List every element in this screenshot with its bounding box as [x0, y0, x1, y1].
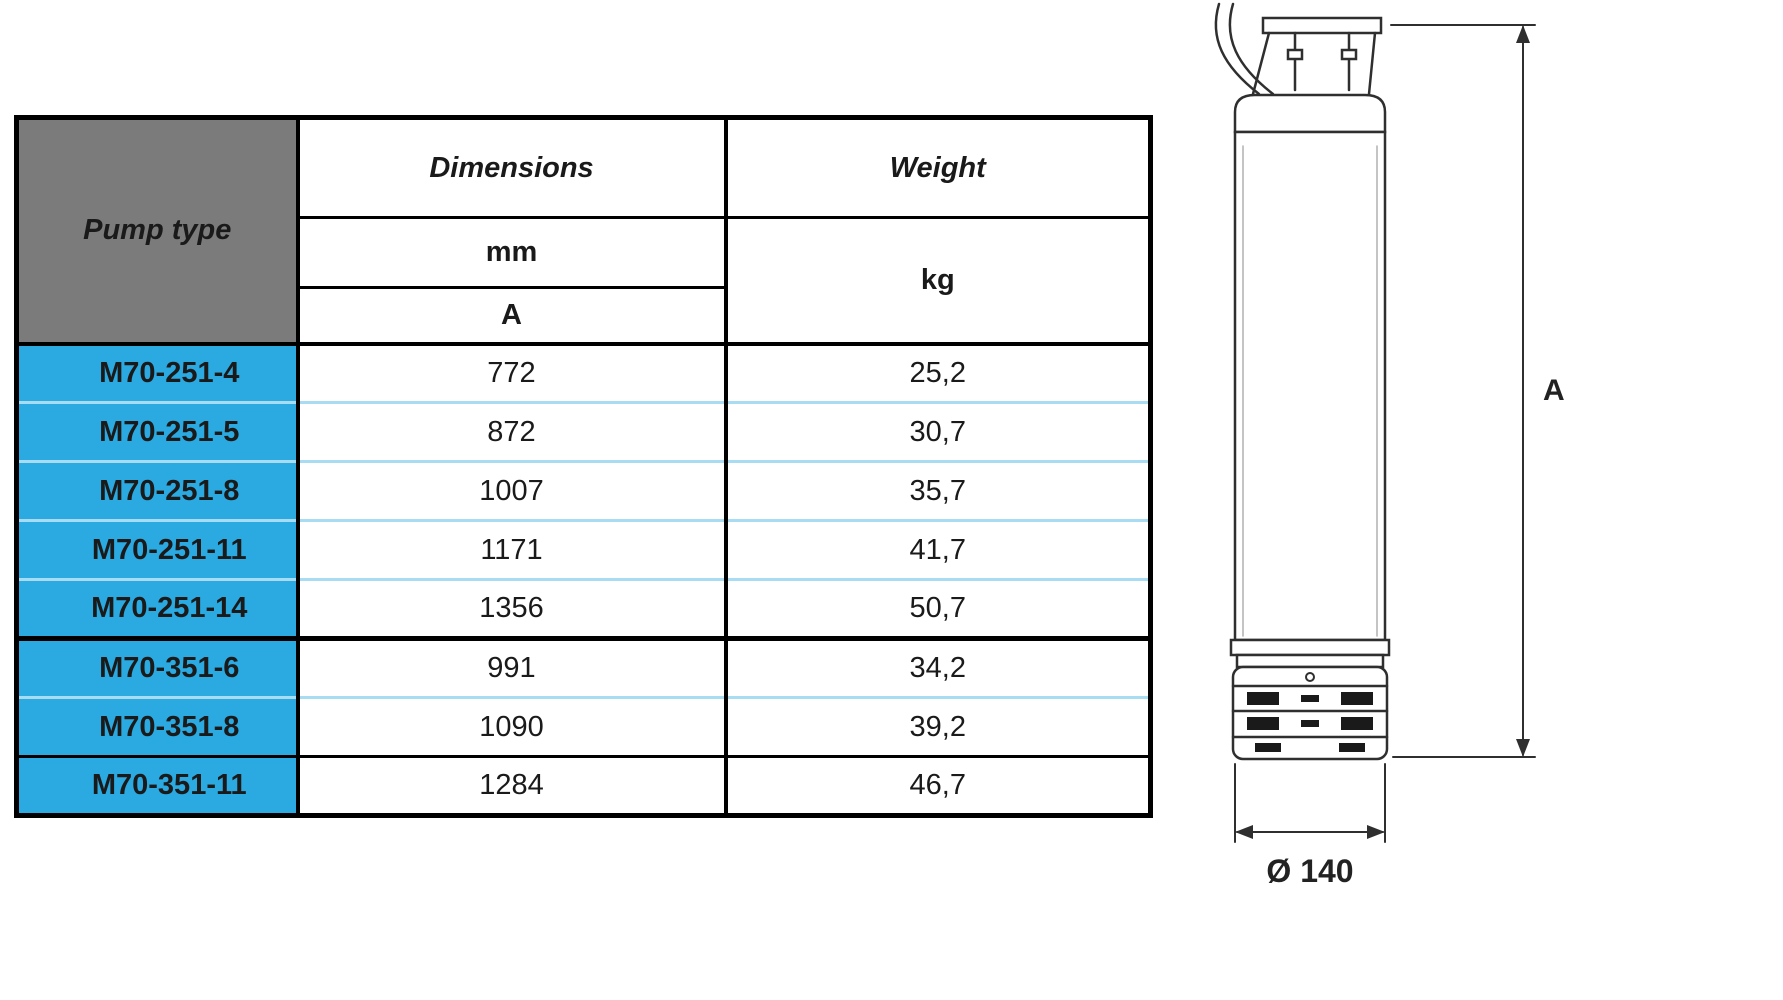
coupling-band [1235, 653, 1385, 669]
dimension-cell: 1356 [297, 578, 728, 639]
table-row: M70-251-11 1171 41,7 [16, 519, 1151, 580]
dimension-cell: 872 [297, 401, 728, 462]
pump-type-header: Pump type [16, 117, 300, 346]
arrowhead-right-icon [1367, 825, 1385, 839]
weight-cell: 46,7 [725, 755, 1151, 816]
intake-slot [1247, 717, 1279, 730]
height-dimension-label: A [1543, 374, 1565, 407]
weight-cell: 39,2 [725, 696, 1151, 757]
diameter-dimension-label: Ø 140 [1266, 853, 1353, 889]
bolt-nut [1340, 48, 1358, 61]
pump-top-plate [1261, 16, 1383, 35]
dimensions-header: Dimensions [297, 117, 728, 219]
dimension-cell: 1007 [297, 460, 728, 521]
pump-type-cell: M70-251-8 [16, 460, 300, 521]
intake-slot [1301, 720, 1319, 727]
coupling-band [1229, 638, 1391, 657]
unit-kg-header: kg [725, 217, 1151, 346]
table-row: M70-351-8 1090 39,2 [16, 696, 1151, 757]
pump-type-cell: M70-251-4 [16, 343, 300, 403]
pump-type-cell: M70-251-11 [16, 519, 300, 580]
arrowhead-left-icon [1235, 825, 1253, 839]
arrowhead-up-icon [1516, 25, 1530, 43]
dimension-a-header: A [297, 287, 728, 346]
intake-slot [1255, 743, 1281, 752]
intake-slot [1247, 692, 1279, 705]
support-leg [1367, 31, 1377, 96]
pump-body [1233, 130, 1387, 642]
weight-cell: 34,2 [725, 636, 1151, 698]
intake-slot [1341, 692, 1373, 705]
table-row: M70-251-4 772 25,2 [16, 343, 1151, 403]
table-row: M70-251-14 1356 50,7 [16, 578, 1151, 639]
weight-cell: 25,2 [909, 356, 966, 389]
dimension-cell: 991 [297, 636, 728, 698]
pump-type-cell: M70-351-8 [16, 696, 300, 757]
dimension-cell: 1171 [297, 519, 728, 580]
header-row-1: Pump type Dimensions Weight [16, 117, 1151, 346]
pump-type-cell: M70-251-5 [16, 401, 300, 462]
pump-type-cell: M70-351-6 [16, 636, 300, 698]
power-cable-line [1214, 2, 1261, 96]
pump-cap [1233, 93, 1387, 134]
dimension-cell: 772 [297, 343, 728, 403]
intake-slot [1341, 717, 1373, 730]
header-row-2: mm kg [17, 217, 1151, 346]
dimension-cell: 1090 [297, 696, 728, 757]
weight-cell: 35,7 [725, 460, 1151, 521]
weight-header: Weight [725, 117, 1151, 219]
unit-mm-header: mm [297, 217, 728, 289]
pump-spec-table: Pump type Dimensions Weight mm kg A M70-… [14, 115, 1153, 818]
support-leg [1251, 31, 1271, 96]
table-row: M70-251-8 1007 35,7 [16, 460, 1151, 521]
table-row: M70-351-6 991 34,2 [16, 636, 1151, 698]
table-row: M70-351-11 1284 46,7 [16, 755, 1151, 816]
weight-cell: 30,7 [725, 401, 1151, 462]
screen-bolt [1305, 672, 1315, 682]
intake-slot [1339, 743, 1365, 752]
bolt-nut [1286, 48, 1304, 61]
intake-slot [1301, 695, 1319, 702]
height-dimension-a [1390, 24, 1536, 758]
weight-cell: 50,7 [725, 578, 1151, 639]
pump-type-cell: M70-251-14 [16, 578, 300, 639]
dimension-cell: 1284 [297, 755, 728, 816]
diameter-dimension [1234, 763, 1386, 843]
arrowhead-down-icon [1516, 739, 1530, 757]
header-row-3: A [17, 287, 1151, 346]
power-cable-line [1228, 2, 1275, 96]
pump-type-cell: M70-351-11 [16, 755, 300, 816]
weight-cell: 41,7 [725, 519, 1151, 580]
pump-technical-drawing: A Ø 140 [1214, 2, 1565, 889]
table-row: M70-251-5 872 30,7 [16, 401, 1151, 462]
